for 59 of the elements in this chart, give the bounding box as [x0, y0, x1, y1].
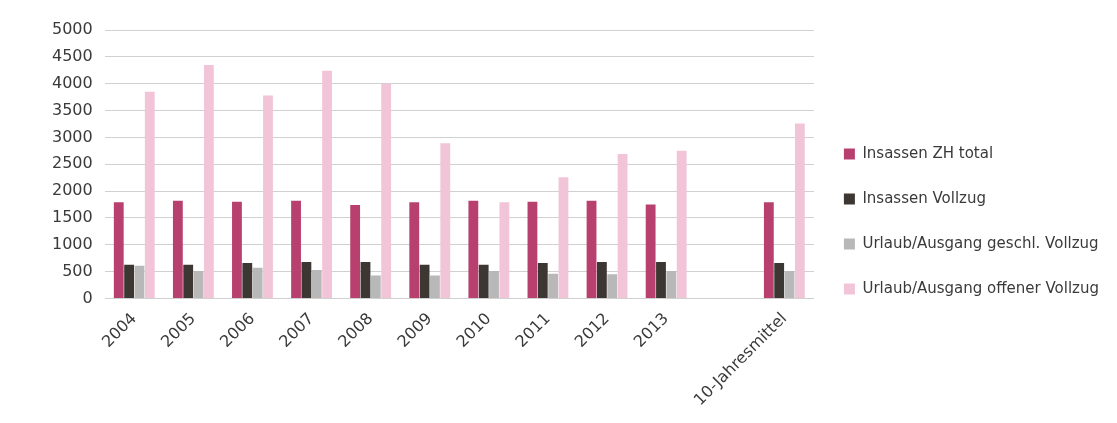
- bar: [242, 263, 253, 298]
- bar: [172, 200, 183, 298]
- legend-label: Urlaub/Ausgang offener Vollzug: [862, 278, 1100, 297]
- y-tick-label: 2000: [52, 180, 93, 200]
- y-tick-label: 2500: [52, 153, 93, 173]
- bar: [617, 154, 628, 298]
- bar: [527, 201, 538, 298]
- bar: [489, 271, 499, 298]
- bar: [586, 200, 597, 298]
- bar: [499, 202, 510, 298]
- legend-label: Insassen ZH total: [862, 143, 994, 162]
- bar: [322, 70, 332, 298]
- bar: [645, 204, 656, 298]
- bar: [478, 264, 489, 298]
- bar: [113, 202, 124, 298]
- bar: [381, 83, 392, 298]
- bar: [134, 265, 145, 298]
- bar: [468, 200, 479, 298]
- bar: [774, 263, 785, 298]
- y-tick-label: 0: [82, 287, 93, 307]
- y-tick-label: 1000: [52, 233, 93, 253]
- bar: [419, 264, 430, 298]
- bar: [656, 261, 666, 298]
- bar: [350, 205, 361, 298]
- bar: [430, 275, 440, 298]
- bar: [301, 261, 312, 298]
- bar: [548, 273, 559, 298]
- bar: [676, 150, 687, 298]
- y-tick-label: 1500: [52, 207, 93, 227]
- bar: [291, 200, 301, 298]
- legend-label: Urlaub/Ausgang geschl. Vollzug: [862, 233, 1099, 252]
- bar: [124, 264, 135, 298]
- bar: [607, 274, 618, 298]
- y-tick-label: 5000: [52, 19, 93, 39]
- bar: [203, 64, 214, 298]
- bar: [183, 264, 194, 298]
- bar: [784, 271, 795, 298]
- y-tick-label: 500: [62, 260, 93, 280]
- y-tick-label: 4000: [52, 72, 93, 92]
- bar: [232, 201, 242, 298]
- y-tick-label: 3500: [52, 99, 93, 119]
- bar: [252, 267, 263, 298]
- bar: [263, 95, 273, 298]
- bar: [763, 202, 774, 298]
- bar: [409, 202, 420, 298]
- bar: [537, 263, 548, 298]
- bar: [558, 177, 569, 298]
- legend-label: Insassen Vollzug: [862, 188, 986, 207]
- bar: [596, 261, 607, 298]
- bar: [311, 270, 322, 298]
- bar: [193, 271, 204, 298]
- bar: [144, 91, 155, 298]
- bar: [440, 143, 451, 298]
- bar: [794, 123, 805, 298]
- y-tick-label: 4500: [52, 46, 93, 65]
- bar: [666, 271, 677, 298]
- bar: [370, 275, 381, 298]
- y-tick-label: 3000: [52, 126, 93, 146]
- bar: [360, 261, 371, 298]
